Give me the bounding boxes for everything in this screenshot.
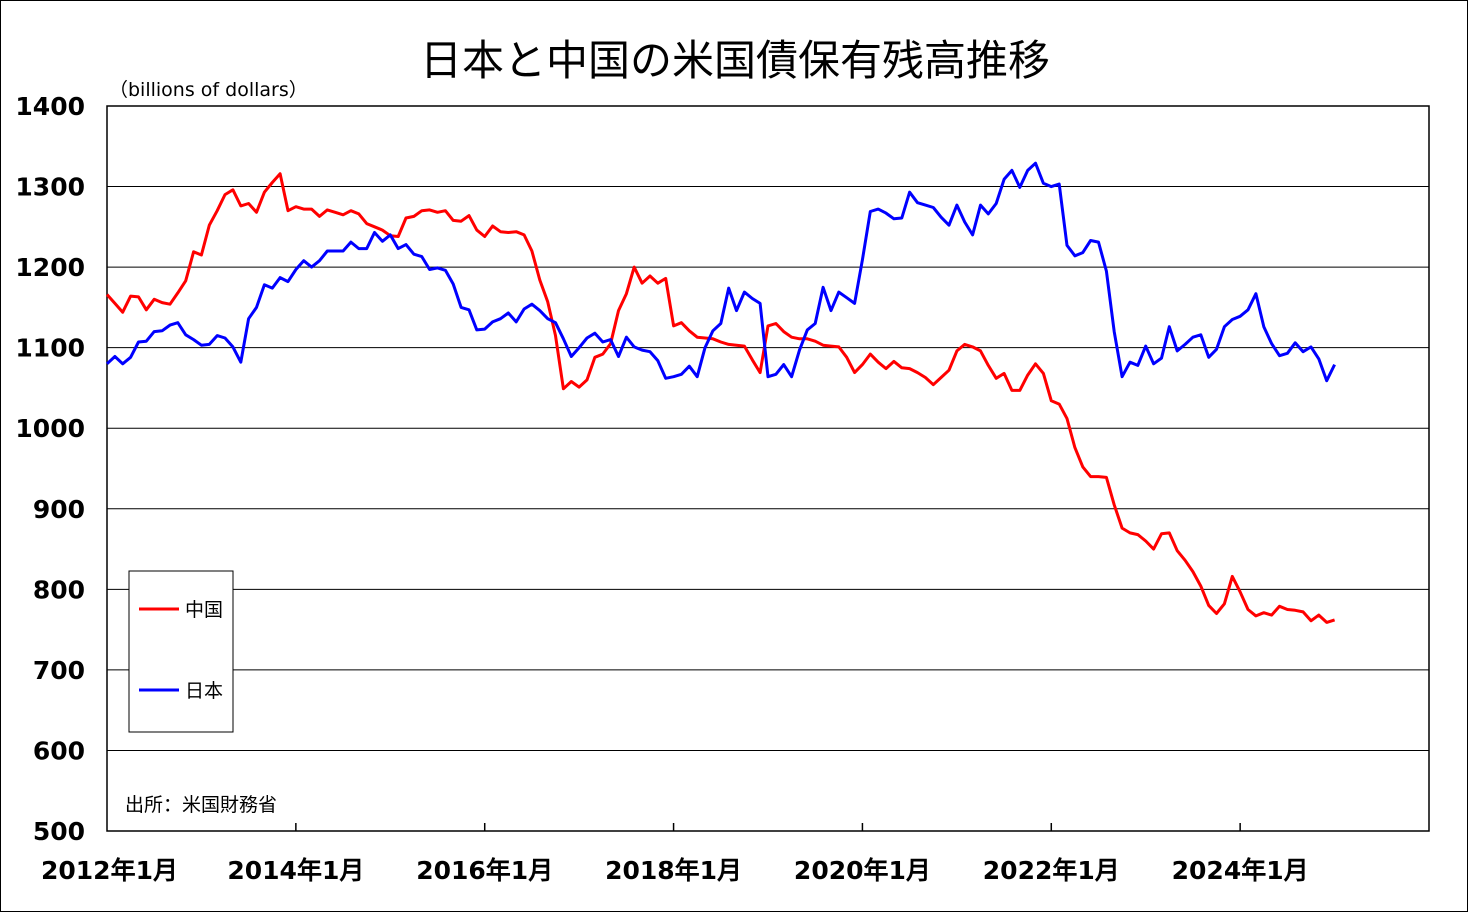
source-note: 出所：米国財務省 bbox=[125, 794, 277, 816]
y-tick-label: 500 bbox=[33, 817, 85, 846]
series-lines bbox=[105, 161, 1336, 624]
y-tick-label: 1200 bbox=[15, 253, 85, 282]
series-line-0 bbox=[105, 172, 1336, 624]
y-tick-label: 1300 bbox=[15, 173, 85, 202]
y-tick-label: 900 bbox=[33, 495, 85, 524]
y-tick-label: 600 bbox=[33, 736, 85, 765]
y-tick-label: 1100 bbox=[15, 334, 85, 363]
legend-label-china: 中国 bbox=[185, 599, 223, 621]
plot-area bbox=[106, 105, 1430, 832]
x-tick-label: 2014年1月 bbox=[227, 856, 364, 885]
y-tick-label: 1000 bbox=[15, 414, 85, 443]
x-axis: 2012年1月 2014年1月 2016年1月 2018年1月 2020年1月 2022年… bbox=[41, 823, 1309, 885]
y-tick-label: 800 bbox=[33, 575, 85, 604]
legend-label-japan: 日本 bbox=[185, 680, 223, 702]
x-tick-label: 2024年1月 bbox=[1172, 856, 1309, 885]
series-line-1 bbox=[105, 161, 1336, 383]
y-tick-label: 1400 bbox=[15, 92, 85, 121]
gridlines bbox=[107, 186, 1429, 751]
x-tick-label: 2016年1月 bbox=[416, 856, 553, 885]
x-tick-label: 2022年1月 bbox=[983, 856, 1120, 885]
y-axis: 500 600 700 800 900 1000 1100 1200 1300 1400 bbox=[15, 92, 85, 846]
y-tick-label: 700 bbox=[33, 656, 85, 685]
x-tick-label: 2018年1月 bbox=[605, 856, 742, 885]
x-tick-label: 2020年1月 bbox=[794, 856, 931, 885]
legend-box bbox=[128, 570, 234, 733]
chart-title: 日本と中国の米国債保有残高推移 bbox=[420, 36, 1050, 85]
legend: 中国 日本 bbox=[128, 570, 234, 733]
x-tick-label: 2012年1月 bbox=[41, 856, 178, 885]
unit-label: （billions of dollars） bbox=[109, 79, 308, 101]
